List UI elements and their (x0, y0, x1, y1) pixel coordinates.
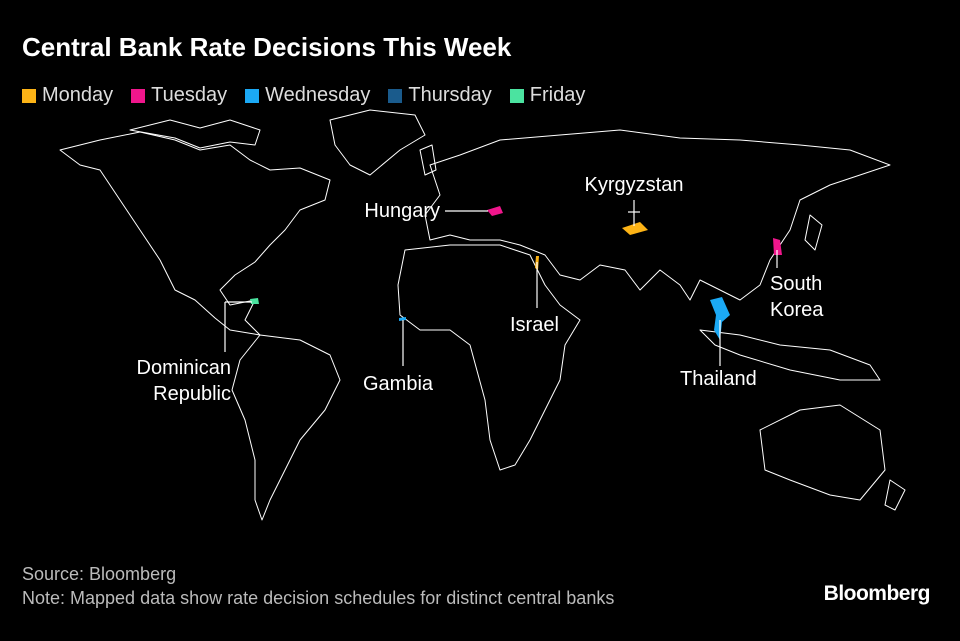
country-dominican-republic (250, 298, 259, 304)
country-label: Hungary (364, 200, 440, 222)
legend-swatch (22, 88, 36, 103)
country-label: Kyrgyzstan (584, 174, 684, 196)
legend-swatch (131, 88, 146, 103)
country-label: Israel (510, 314, 559, 336)
source: Source: Bloomberg (22, 564, 177, 584)
country-label: Dominican Republic (136, 357, 231, 405)
legend-swatch (388, 88, 403, 103)
legend-swatch (509, 88, 524, 103)
legend-label: Monday (42, 84, 114, 106)
land-outlines (59, 109, 906, 521)
legend-label: Thursday (408, 84, 492, 106)
note: Note: Mapped data show rate decision sch… (22, 588, 615, 608)
legend-item: Friday (509, 84, 586, 107)
legend: Monday Tuesday Wednesday Thursday Friday (22, 84, 585, 107)
legend-label: Friday (529, 84, 586, 106)
country-gambia (399, 317, 406, 321)
legend-item: Monday (22, 84, 113, 107)
legend-label: Tuesday (151, 84, 228, 106)
legend-swatch (245, 88, 260, 103)
country-label: Gambia (363, 373, 434, 395)
leader-lines (224, 200, 778, 366)
country-thailand (710, 297, 730, 340)
title: Central Bank Rate Decisions This Week (22, 32, 512, 62)
brand: Bloomberg (823, 582, 931, 605)
legend-item: Tuesday (131, 84, 227, 107)
country-kyrgyzstan (622, 222, 648, 235)
country-label: South Korea (770, 273, 824, 321)
legend-label: Wednesday (265, 84, 371, 106)
country-highlights (250, 206, 782, 340)
country-south-korea (773, 238, 782, 255)
country-label: Thailand (680, 368, 757, 390)
country-hungary (487, 206, 503, 216)
legend-item: Thursday (388, 84, 492, 107)
legend-item: Wednesday (245, 84, 370, 107)
